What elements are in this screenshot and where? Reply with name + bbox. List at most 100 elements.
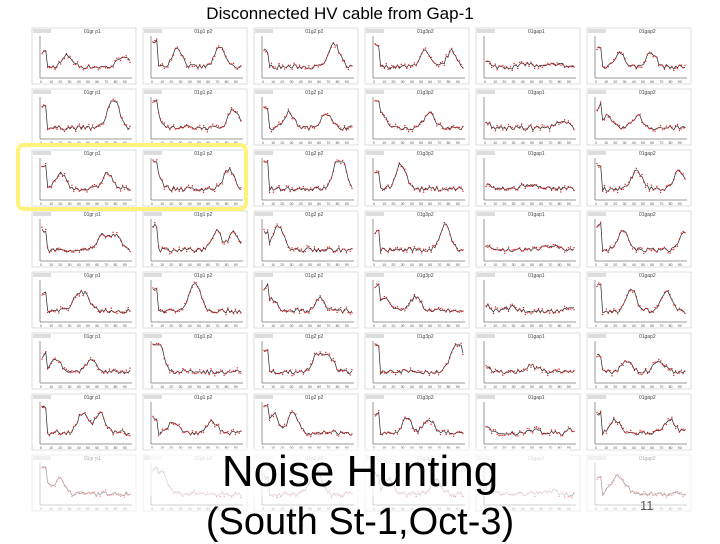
panel-frame bbox=[475, 88, 581, 146]
series-secondary-point bbox=[67, 490, 69, 492]
series-secondary-point bbox=[626, 361, 628, 364]
series-secondary-point bbox=[569, 246, 571, 248]
series-secondary-point bbox=[490, 432, 493, 435]
series-secondary-point bbox=[396, 64, 399, 67]
series-secondary-point bbox=[394, 373, 397, 376]
series-secondary-point bbox=[439, 233, 442, 236]
series-secondary-point bbox=[426, 250, 429, 252]
x-tick-label: 30 bbox=[290, 141, 294, 145]
x-tick-label: 40 bbox=[299, 80, 303, 84]
series-secondary-point bbox=[609, 186, 611, 189]
series-secondary-point bbox=[393, 433, 395, 435]
series-secondary-point bbox=[601, 190, 604, 192]
series-secondary-point bbox=[630, 176, 632, 179]
panel-stat-box bbox=[588, 334, 606, 338]
series-secondary-point bbox=[159, 250, 162, 253]
panel-stat-box bbox=[366, 212, 384, 216]
series-secondary-point bbox=[400, 373, 402, 375]
series-secondary-point bbox=[212, 372, 214, 374]
x-tick-label: 50 bbox=[530, 507, 534, 511]
series-secondary-point bbox=[511, 303, 513, 305]
series-secondary-point bbox=[618, 309, 621, 311]
series-secondary-point bbox=[635, 295, 638, 298]
series-secondary-point bbox=[63, 130, 66, 133]
series-secondary-point bbox=[485, 121, 487, 124]
series-primary-line bbox=[374, 411, 464, 436]
series-secondary-point bbox=[648, 127, 651, 130]
series-secondary-point bbox=[637, 66, 639, 68]
series-secondary-point bbox=[108, 494, 111, 497]
series-secondary-point bbox=[347, 431, 349, 434]
series-secondary-point bbox=[178, 49, 180, 51]
series-secondary-point bbox=[460, 63, 462, 66]
series-secondary-point bbox=[328, 246, 331, 248]
series-secondary-point bbox=[631, 432, 634, 434]
series-secondary-point bbox=[631, 291, 634, 293]
x-tick-label: 20 bbox=[391, 507, 395, 511]
series-secondary-point bbox=[236, 430, 238, 433]
series-secondary-point bbox=[605, 432, 608, 434]
series-secondary-point bbox=[119, 495, 122, 497]
x-tick-label: 90 bbox=[345, 80, 349, 84]
series-secondary-point bbox=[89, 493, 92, 495]
series-secondary-point bbox=[381, 298, 384, 300]
series-secondary-point bbox=[54, 68, 56, 70]
series-secondary-point bbox=[116, 231, 118, 234]
series-secondary-point bbox=[58, 175, 60, 177]
series-secondary-point bbox=[300, 67, 303, 69]
panel-title: 01g2 p2 bbox=[305, 334, 323, 340]
x-tick-label: 40 bbox=[521, 80, 525, 84]
panel-title: 01gap2 bbox=[639, 395, 656, 401]
x-tick-label: 60 bbox=[317, 80, 321, 84]
series-secondary-point bbox=[78, 491, 81, 493]
series-secondary-point bbox=[498, 126, 500, 128]
series-secondary-point bbox=[381, 371, 384, 374]
series-secondary-point bbox=[558, 312, 560, 314]
series-primary-line bbox=[41, 100, 131, 131]
panel-frame bbox=[31, 393, 137, 451]
series-secondary-point bbox=[624, 231, 626, 233]
series-secondary-point bbox=[125, 369, 127, 371]
x-tick-label: 60 bbox=[206, 324, 210, 328]
series-secondary-point bbox=[422, 120, 425, 122]
series-secondary-point bbox=[121, 56, 124, 59]
series-secondary-point bbox=[95, 495, 97, 498]
series-secondary-point bbox=[571, 497, 573, 499]
series-secondary-point bbox=[541, 187, 543, 189]
x-tick-label: 40 bbox=[77, 446, 81, 450]
series-secondary-point bbox=[163, 247, 165, 249]
series-secondary-point bbox=[565, 306, 568, 309]
series-secondary-point bbox=[421, 187, 423, 189]
series-secondary-point bbox=[541, 66, 543, 69]
series-secondary-point bbox=[282, 232, 284, 235]
series-secondary-point bbox=[311, 432, 314, 434]
series-secondary-point bbox=[45, 105, 47, 107]
panel-frame bbox=[586, 393, 692, 451]
series-secondary-point bbox=[263, 228, 265, 231]
series-secondary-point bbox=[680, 369, 682, 371]
series-secondary-point bbox=[458, 345, 460, 347]
series-secondary-point bbox=[283, 370, 286, 372]
series-secondary-point bbox=[97, 186, 99, 189]
x-tick-label: 60 bbox=[539, 202, 543, 206]
series-secondary-point bbox=[291, 68, 293, 71]
series-secondary-point bbox=[502, 374, 504, 376]
series-secondary-point bbox=[234, 179, 237, 182]
series-secondary-point bbox=[88, 491, 90, 494]
series-secondary-point bbox=[156, 287, 158, 290]
series-secondary-point bbox=[88, 64, 90, 66]
series-secondary-point bbox=[63, 307, 66, 310]
x-tick-label: 80 bbox=[336, 263, 340, 267]
series-secondary-point bbox=[603, 369, 606, 372]
series-secondary-point bbox=[415, 298, 417, 300]
x-tick-label: 20 bbox=[391, 263, 395, 267]
series-secondary-point bbox=[129, 367, 131, 369]
series-secondary-point bbox=[673, 493, 675, 495]
series-secondary-point bbox=[630, 429, 632, 432]
series-secondary-point bbox=[543, 433, 545, 435]
panel-stat-box bbox=[33, 334, 51, 338]
x-tick-label: 10 bbox=[160, 263, 164, 267]
series-secondary-point bbox=[123, 123, 126, 126]
